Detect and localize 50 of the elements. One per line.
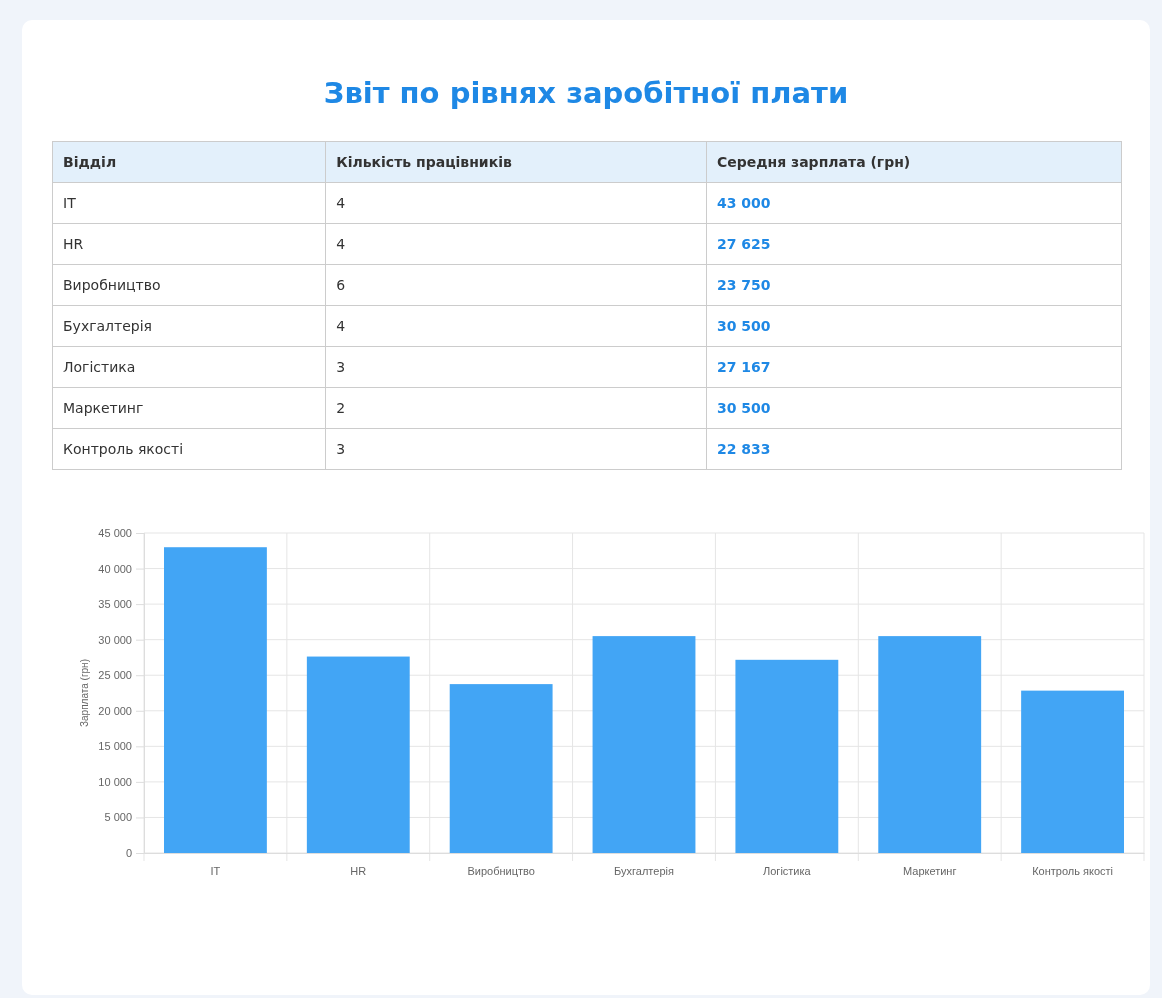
- bar: [592, 636, 696, 853]
- bar: [449, 684, 553, 853]
- text: 6: [325, 264, 707, 306]
- y-tick-label: 25 000: [98, 669, 132, 682]
- text: Звіт по рівнях заробітної плати: [322, 76, 850, 110]
- x-tick-label: HR: [350, 864, 367, 877]
- bar: [878, 636, 982, 853]
- text: Контроль якості: [52, 428, 326, 470]
- text: 3: [325, 346, 707, 388]
- text: 3: [325, 428, 707, 470]
- text: Середня зарплата (грн): [706, 141, 1122, 183]
- y-tick-label: 0: [125, 847, 132, 860]
- bar: [306, 656, 410, 853]
- y-tick-label: 10 000: [98, 775, 132, 788]
- text: 30 500: [706, 387, 1122, 429]
- text: HR: [52, 223, 326, 265]
- y-axis-title: Зарплата (грн): [79, 659, 90, 727]
- text: 23 750: [706, 264, 1122, 306]
- y-tick-label: 45 000: [98, 527, 132, 540]
- bar: [164, 547, 267, 853]
- x-tick-label: Контроль якості: [1032, 864, 1113, 877]
- text: IT: [52, 182, 326, 224]
- x-tick-label: Логістика: [763, 864, 812, 877]
- text: Логістика: [52, 346, 326, 388]
- text: 27 167: [706, 346, 1122, 388]
- text: 2: [325, 387, 707, 429]
- x-tick-label: Маркетинг: [902, 864, 957, 877]
- y-tick-label: 15 000: [98, 740, 132, 753]
- x-tick-label: IT: [210, 864, 221, 877]
- bar: [1021, 690, 1124, 853]
- y-tick-label: 20 000: [98, 704, 132, 717]
- text: 4: [325, 305, 707, 347]
- text: Бухгалтерія: [52, 305, 326, 347]
- y-tick-label: 5 000: [104, 811, 132, 824]
- text: 4: [325, 223, 707, 265]
- y-tick-label: 40 000: [98, 562, 132, 575]
- text: 27 625: [706, 223, 1122, 265]
- x-tick-label: Виробництво: [467, 864, 535, 877]
- text: Кількість працівників: [325, 141, 707, 183]
- text: 30 500: [706, 305, 1122, 347]
- bar: [735, 659, 839, 853]
- text: 43 000: [706, 182, 1122, 224]
- text: Маркетинг: [52, 387, 326, 429]
- text: 4: [325, 182, 707, 224]
- y-tick-label: 30 000: [98, 633, 132, 646]
- x-tick-label: Бухгалтерія: [614, 864, 674, 877]
- text: 22 833: [706, 428, 1122, 470]
- text: Відділ: [52, 141, 326, 183]
- text: Виробництво: [52, 264, 326, 306]
- y-tick-label: 35 000: [98, 598, 132, 611]
